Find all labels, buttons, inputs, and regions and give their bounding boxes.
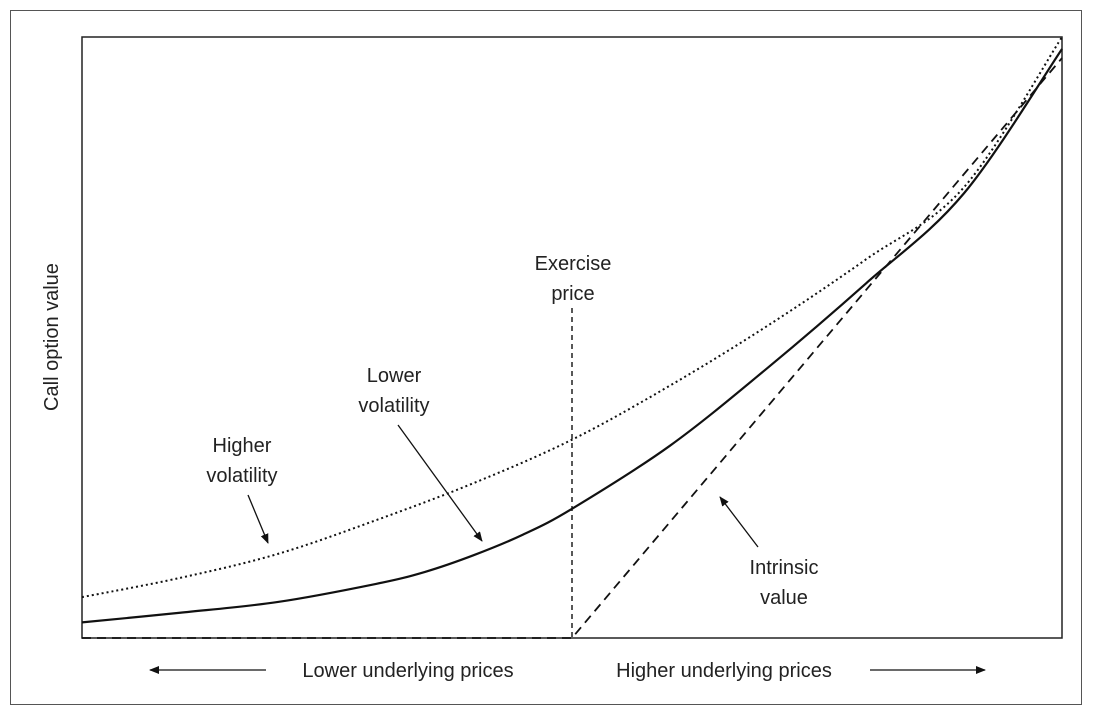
series-higher [81,36,1063,599]
intrinsic-value-arrow [719,496,759,548]
higher-volatility-label-line2: volatility [206,465,277,487]
y-axis-label: Call option value [41,263,63,411]
intrinsic-value-label-line1: Intrinsic [750,557,819,579]
x-label-right: Higher underlying prices [616,660,832,682]
x-label-left: Lower underlying prices [302,660,513,682]
series-intrinsic [82,57,1063,639]
series-layer [81,36,1063,639]
exercise-price-label-line1: Exercise [535,253,612,275]
series-lower [81,48,1063,624]
higher-volatility-arrow [247,494,269,544]
lower-volatility-arrow [397,424,483,542]
higher-volatility-label-line1: Higher [213,435,272,457]
figure-frame [10,10,1082,705]
intrinsic-value-label-line2: value [760,587,808,609]
lower-volatility-label-line2: volatility [358,395,429,417]
plot-area [81,36,1063,639]
exercise-price-label-line2: price [551,283,594,305]
lower-volatility-label-line1: Lower [367,365,422,387]
